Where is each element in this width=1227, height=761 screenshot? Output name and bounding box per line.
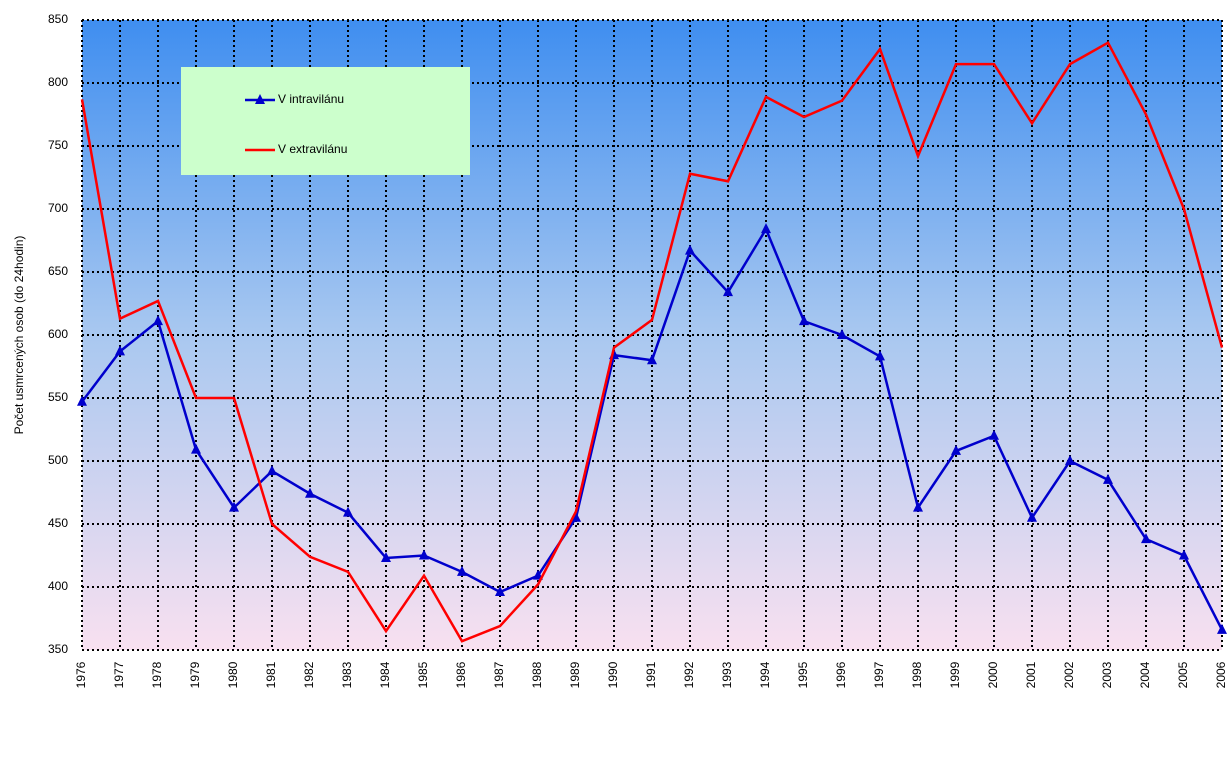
y-tick-label: 400 [48, 579, 68, 593]
x-tick-label: 2000 [986, 661, 1000, 688]
x-tick-label: 1996 [834, 661, 848, 688]
y-tick-label: 350 [48, 642, 68, 656]
marker [913, 501, 923, 512]
marker [381, 552, 391, 563]
marker [419, 549, 429, 560]
x-tick-label: 1993 [720, 661, 734, 688]
x-tick-label: 1990 [606, 661, 620, 688]
x-tick-label: 1991 [644, 661, 658, 688]
marker [305, 487, 315, 498]
x-tick-label: 2001 [1024, 661, 1038, 688]
y-tick-label: 450 [48, 516, 68, 530]
x-tick-label: 2003 [1100, 661, 1114, 688]
y-tick-label: 850 [48, 12, 68, 26]
marker [799, 315, 809, 326]
marker [685, 244, 695, 255]
y-tick-label: 700 [48, 201, 68, 215]
marker [1217, 623, 1227, 634]
y-tick-label: 500 [48, 453, 68, 467]
x-tick-label: 1981 [264, 661, 278, 688]
marker [191, 443, 201, 454]
marker [647, 354, 657, 365]
marker [457, 565, 467, 576]
marker [229, 501, 239, 512]
x-tick-label: 1995 [796, 661, 810, 688]
x-tick-label: 1986 [454, 661, 468, 688]
marker [115, 345, 125, 356]
x-tick-label: 1992 [682, 661, 696, 688]
x-tick-label: 1989 [568, 661, 582, 688]
y-tick-label: 600 [48, 327, 68, 341]
marker [761, 223, 771, 234]
y-axis-label: Počet usmrcených osob (do 24hodin) [12, 236, 26, 435]
y-tick-label: 650 [48, 264, 68, 278]
marker [1103, 473, 1113, 484]
x-tick-label: 2005 [1176, 661, 1190, 688]
marker [571, 511, 581, 522]
series-line [80, 40, 1224, 643]
marker [951, 444, 961, 455]
marker [875, 350, 885, 361]
x-tick-label: 2002 [1062, 661, 1076, 688]
x-tick-label: 2006 [1214, 661, 1227, 688]
x-tick-label: 1980 [226, 661, 240, 688]
marker [723, 286, 733, 297]
x-tick-label: 1994 [758, 661, 772, 688]
x-tick-label: 1998 [910, 661, 924, 688]
x-tick-label: 1982 [302, 661, 316, 688]
marker [343, 506, 353, 517]
marker [77, 395, 87, 406]
x-tick-label: 1978 [150, 661, 164, 688]
marker [495, 586, 505, 597]
marker [1065, 455, 1075, 465]
legend-label: V extravilánu [278, 142, 347, 156]
marker [989, 429, 999, 440]
x-tick-label: 1984 [378, 661, 392, 688]
marker [1141, 533, 1151, 544]
x-tick-label: 2004 [1138, 661, 1152, 688]
marker [153, 315, 163, 326]
marker [267, 465, 277, 476]
marker [837, 329, 847, 339]
x-tick-label: 1976 [74, 661, 88, 688]
x-tick-label: 1983 [340, 661, 354, 688]
x-tick-label: 1988 [530, 661, 544, 688]
x-tick-label: 1985 [416, 661, 430, 688]
x-tick-label: 1999 [948, 661, 962, 688]
x-tick-label: 1979 [188, 661, 202, 688]
marker [1027, 511, 1037, 522]
legend-box [181, 67, 470, 175]
x-tick-label: 1997 [872, 661, 886, 688]
y-tick-label: 550 [48, 390, 68, 404]
marker [1179, 549, 1189, 560]
legend-marker [255, 94, 265, 104]
y-tick-label: 750 [48, 138, 68, 152]
legend-label: V intravilánu [278, 92, 344, 106]
x-tick-label: 1987 [492, 661, 506, 688]
x-tick-label: 1977 [112, 661, 126, 688]
y-tick-label: 800 [48, 75, 68, 89]
